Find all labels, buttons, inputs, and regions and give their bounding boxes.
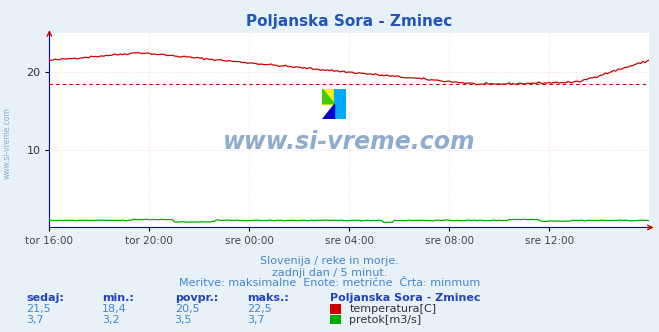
Text: maks.:: maks.: xyxy=(247,293,289,303)
Text: zadnji dan / 5 minut.: zadnji dan / 5 minut. xyxy=(272,268,387,278)
Text: www.si-vreme.com: www.si-vreme.com xyxy=(223,130,476,154)
Text: povpr.:: povpr.: xyxy=(175,293,218,303)
Text: 18,4: 18,4 xyxy=(102,304,127,314)
Text: pretok[m3/s]: pretok[m3/s] xyxy=(349,315,421,325)
Text: min.:: min.: xyxy=(102,293,134,303)
Text: temperatura[C]: temperatura[C] xyxy=(349,304,436,314)
Bar xyxy=(322,89,334,104)
Text: 3,5: 3,5 xyxy=(175,315,192,325)
Polygon shape xyxy=(322,104,334,119)
Text: sedaj:: sedaj: xyxy=(26,293,64,303)
Text: Slovenija / reke in morje.: Slovenija / reke in morje. xyxy=(260,256,399,266)
Text: 20,5: 20,5 xyxy=(175,304,199,314)
Text: 3,7: 3,7 xyxy=(247,315,265,325)
Text: 3,7: 3,7 xyxy=(26,315,44,325)
Title: Poljanska Sora - Zminec: Poljanska Sora - Zminec xyxy=(246,14,452,29)
Text: www.si-vreme.com: www.si-vreme.com xyxy=(3,107,12,179)
Text: 3,2: 3,2 xyxy=(102,315,120,325)
Polygon shape xyxy=(322,89,334,104)
Text: 21,5: 21,5 xyxy=(26,304,51,314)
Bar xyxy=(334,89,346,119)
Text: Poljanska Sora - Zminec: Poljanska Sora - Zminec xyxy=(330,293,480,303)
Text: 22,5: 22,5 xyxy=(247,304,272,314)
Text: Meritve: maksimalne  Enote: metrične  Črta: minmum: Meritve: maksimalne Enote: metrične Črta… xyxy=(179,278,480,288)
